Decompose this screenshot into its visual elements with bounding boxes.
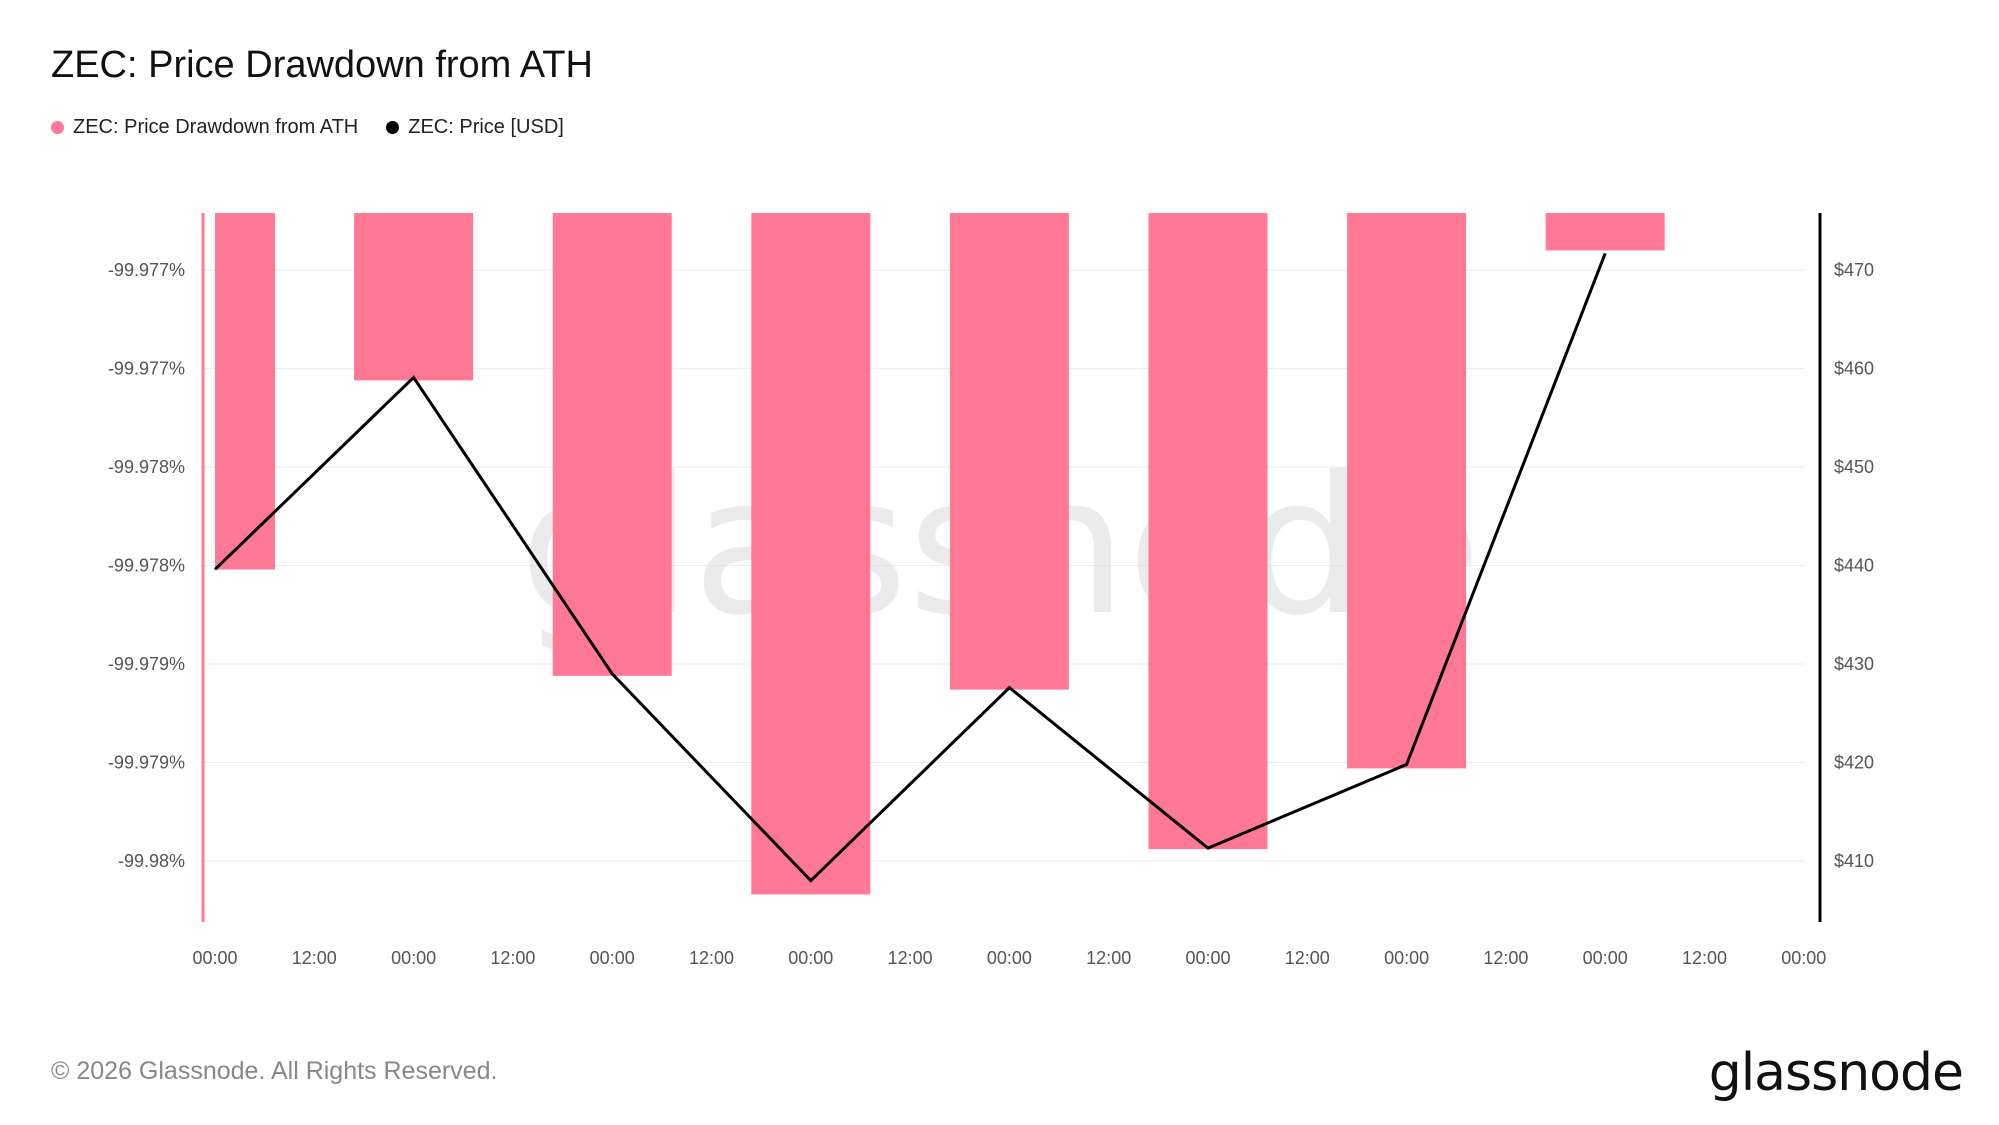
x-tick-label: 00:00 [1583, 948, 1628, 968]
legend-item-price[interactable]: ZEC: Price [USD] [386, 116, 564, 139]
x-tick-label: 00:00 [192, 948, 237, 968]
right-tick-label: $440 [1834, 556, 1874, 576]
legend: ZEC: Price Drawdown from ATH ZEC: Price … [51, 116, 564, 139]
drawdown-bars [215, 213, 1665, 895]
left-tick-label: -99.979% [108, 752, 185, 772]
right-tick-label: $410 [1834, 851, 1874, 871]
drawdown-bar[interactable] [1347, 213, 1467, 769]
left-tick-label: -99.978% [108, 457, 185, 477]
drawdown-bar[interactable] [1148, 213, 1268, 850]
x-tick-label: 12:00 [1086, 948, 1131, 968]
right-tick-label: $430 [1834, 654, 1874, 674]
x-axis-ticks: 00:00 12:00 00:00 12:00 00:00 12:00 00:00 12:00… [192, 948, 1826, 968]
right-tick-label: $420 [1834, 752, 1874, 772]
legend-dot-price [386, 121, 400, 134]
x-tick-label: 12:00 [888, 948, 933, 968]
x-tick-label: 12:00 [490, 948, 535, 968]
x-tick-label: 00:00 [1781, 948, 1826, 968]
x-tick-label: 12:00 [689, 948, 734, 968]
x-tick-label: 00:00 [1384, 948, 1429, 968]
chart-title: ZEC: Price Drawdown from ATH [51, 44, 593, 86]
left-tick-label: -99.977% [108, 359, 185, 379]
x-tick-label: 00:00 [590, 948, 635, 968]
x-tick-label: 00:00 [391, 948, 436, 968]
legend-item-drawdown[interactable]: ZEC: Price Drawdown from ATH [51, 116, 358, 139]
right-tick-label: $470 [1834, 260, 1874, 280]
price-line[interactable] [213, 252, 1607, 883]
x-tick-label: 12:00 [1285, 948, 1330, 968]
glassnode-logo[interactable]: glassnode [1708, 1043, 1964, 1103]
legend-dot-drawdown [51, 121, 64, 134]
drawdown-bar[interactable] [552, 213, 672, 676]
x-tick-label: 00:00 [987, 948, 1032, 968]
left-tick-label: -99.979% [108, 654, 185, 674]
left-axis-ticks: -99.977% -99.977% -99.978% -99.978% -99.979%… [108, 260, 185, 871]
x-tick-label: 00:00 [788, 948, 833, 968]
copyright-text: © 2026 Glassnode. All Rights Reserved. [51, 1057, 498, 1085]
right-tick-label: $450 [1834, 457, 1874, 477]
legend-label-price: ZEC: Price [USD] [408, 116, 564, 138]
drawdown-bar[interactable] [215, 213, 275, 570]
left-tick-label: -99.98% [118, 851, 185, 871]
x-tick-label: 12:00 [1682, 948, 1727, 968]
drawdown-bar[interactable] [949, 213, 1069, 690]
left-tick-label: -99.978% [108, 556, 185, 576]
drawdown-bar[interactable] [354, 213, 474, 381]
x-tick-label: 00:00 [1185, 948, 1230, 968]
right-axis-ticks: $470 $460 $450 $440 $430 $420 $410 [1834, 260, 1874, 871]
legend-label-drawdown: ZEC: Price Drawdown from ATH [73, 116, 359, 138]
x-tick-label: 12:00 [1483, 948, 1528, 968]
right-tick-label: $460 [1834, 359, 1874, 379]
left-tick-label: -99.977% [108, 260, 185, 280]
drawdown-bar[interactable] [751, 213, 871, 895]
price-line-group [213, 252, 1607, 883]
axes [201, 213, 1822, 922]
x-tick-label: 12:00 [292, 948, 337, 968]
drawdown-bar[interactable] [1545, 213, 1665, 251]
